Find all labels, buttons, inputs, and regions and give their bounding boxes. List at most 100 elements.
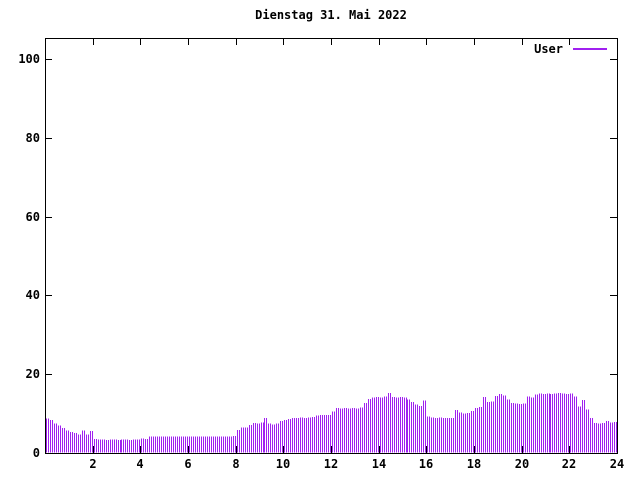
- data-bar: [272, 424, 273, 453]
- data-bar: [457, 409, 458, 453]
- data-bar: [439, 417, 440, 453]
- data-bar: [131, 439, 132, 453]
- data-bar: [404, 397, 405, 453]
- data-bar: [608, 421, 609, 453]
- data-bar: [475, 408, 476, 453]
- data-bar: [229, 436, 230, 453]
- data-bar: [461, 412, 462, 453]
- data-bar: [183, 436, 184, 453]
- data-bar: [197, 436, 198, 453]
- data-bar: [429, 416, 430, 453]
- data-bar: [485, 396, 486, 453]
- data-bar: [509, 399, 510, 453]
- data-bar: [465, 413, 466, 453]
- data-bar: [90, 431, 91, 453]
- data-bar: [241, 427, 242, 453]
- data-bar: [314, 417, 315, 453]
- data-bar: [386, 396, 387, 453]
- data-bar: [56, 423, 57, 453]
- data-bar: [392, 396, 393, 453]
- data-bar: [80, 434, 81, 453]
- data-bar: [489, 402, 490, 453]
- data-bar: [255, 422, 256, 453]
- data-bar: [406, 397, 407, 453]
- data-bar: [237, 430, 238, 453]
- data-bar: [312, 417, 313, 453]
- data-bar: [114, 439, 115, 453]
- data-bar: [340, 408, 341, 453]
- data-bar: [249, 424, 250, 453]
- data-bar: [541, 393, 542, 453]
- data-bar: [72, 432, 73, 453]
- y-axis-tick-label: 40: [25, 288, 40, 302]
- data-bar: [545, 393, 546, 453]
- data-bar: [284, 419, 285, 453]
- data-bar: [507, 399, 508, 453]
- data-bar: [525, 403, 526, 453]
- data-bar: [360, 407, 361, 453]
- data-bar: [366, 402, 367, 453]
- data-bar: [453, 418, 454, 453]
- data-bar: [274, 424, 275, 453]
- data-bar: [338, 408, 339, 453]
- data-bar: [253, 422, 254, 453]
- data-bar: [259, 423, 260, 453]
- data-bar: [292, 417, 293, 453]
- data-bar: [205, 436, 206, 453]
- data-bar: [455, 409, 456, 453]
- data-bar: [247, 427, 248, 453]
- data-bar: [84, 430, 85, 453]
- data-bar: [264, 418, 265, 453]
- data-bar: [529, 396, 530, 453]
- y-axis-tick-label: 80: [25, 131, 40, 145]
- data-bar: [469, 413, 470, 453]
- data-bar: [479, 407, 480, 453]
- data-bar: [155, 436, 156, 453]
- data-bar: [143, 438, 144, 453]
- data-bar: [515, 403, 516, 453]
- data-bar: [344, 408, 345, 453]
- data-bar: [372, 397, 373, 453]
- data-bar: [594, 422, 595, 453]
- data-bar: [163, 436, 164, 453]
- data-bar: [415, 404, 416, 453]
- data-bar: [417, 404, 418, 453]
- data-bar: [584, 400, 585, 453]
- data-bar: [129, 439, 130, 453]
- data-bar: [177, 436, 178, 453]
- data-bar: [407, 399, 408, 453]
- data-bar: [112, 439, 113, 453]
- data-bar: [576, 396, 577, 453]
- data-bar: [181, 436, 182, 453]
- data-bar: [362, 407, 363, 453]
- data-bar: [352, 408, 353, 453]
- data-bar: [209, 436, 210, 453]
- data-bar: [185, 436, 186, 453]
- data-bar: [384, 396, 385, 453]
- x-axis-tick-label: 6: [184, 457, 192, 471]
- data-bar: [616, 422, 617, 453]
- data-bar: [358, 408, 359, 453]
- data-bar: [147, 439, 148, 453]
- data-bar: [398, 397, 399, 453]
- x-axis-tick-label: 10: [275, 457, 291, 471]
- data-bar: [592, 417, 593, 453]
- data-bar: [219, 436, 220, 453]
- data-bar: [58, 425, 59, 453]
- x-axis-tick-label: 14: [371, 457, 387, 471]
- data-bar: [612, 422, 613, 453]
- data-bar: [549, 393, 550, 453]
- data-bar: [120, 439, 121, 453]
- data-bar: [62, 428, 63, 453]
- data-bar: [519, 404, 520, 453]
- data-bar: [330, 415, 331, 453]
- data-bar: [280, 421, 281, 453]
- data-bar: [521, 404, 522, 453]
- data-bar: [125, 439, 126, 453]
- data-bar: [550, 393, 551, 453]
- data-bar: [231, 436, 232, 453]
- data-bar: [334, 411, 335, 453]
- data-bar: [533, 397, 534, 453]
- x-axis-tick-label: 22: [561, 457, 577, 471]
